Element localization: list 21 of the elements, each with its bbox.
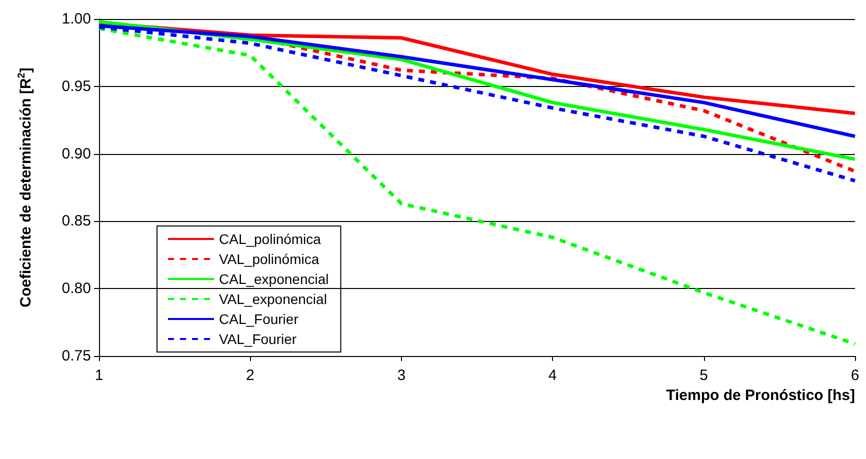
legend-label: VAL_polinómica [219, 251, 320, 267]
x-tick-label: 1 [94, 367, 104, 384]
y-tick-label: 1.00 [62, 10, 91, 28]
x-axis-title: Tiempo de Pronóstico [hs] [666, 387, 856, 404]
x-tick-label: 2 [246, 367, 254, 384]
legend-label: VAL_Fourier [219, 331, 297, 347]
line-series [97, 26, 857, 346]
y-tick-label: 0.90 [62, 145, 91, 162]
y-axis-title: Coeficiente de determinación [R2] [16, 68, 34, 308]
x-tick-label: 3 [397, 367, 406, 384]
x-tick-label: 4 [548, 367, 557, 384]
x-tick-label: 5 [700, 367, 708, 384]
y-tick-label: 0.75 [62, 348, 91, 364]
legend-label: CAL_polinómica [219, 231, 322, 247]
y-tick-label: 0.95 [62, 78, 91, 95]
legend-label: VAL_exponencial [219, 291, 327, 307]
x-tick-label: 6 [850, 367, 860, 384]
y-tick-label: 0.80 [62, 280, 91, 298]
legend-label: CAL_Fourier [219, 311, 299, 327]
y-tick-label: 0.85 [62, 212, 91, 230]
legend-label: CAL_exponencial [219, 271, 329, 287]
